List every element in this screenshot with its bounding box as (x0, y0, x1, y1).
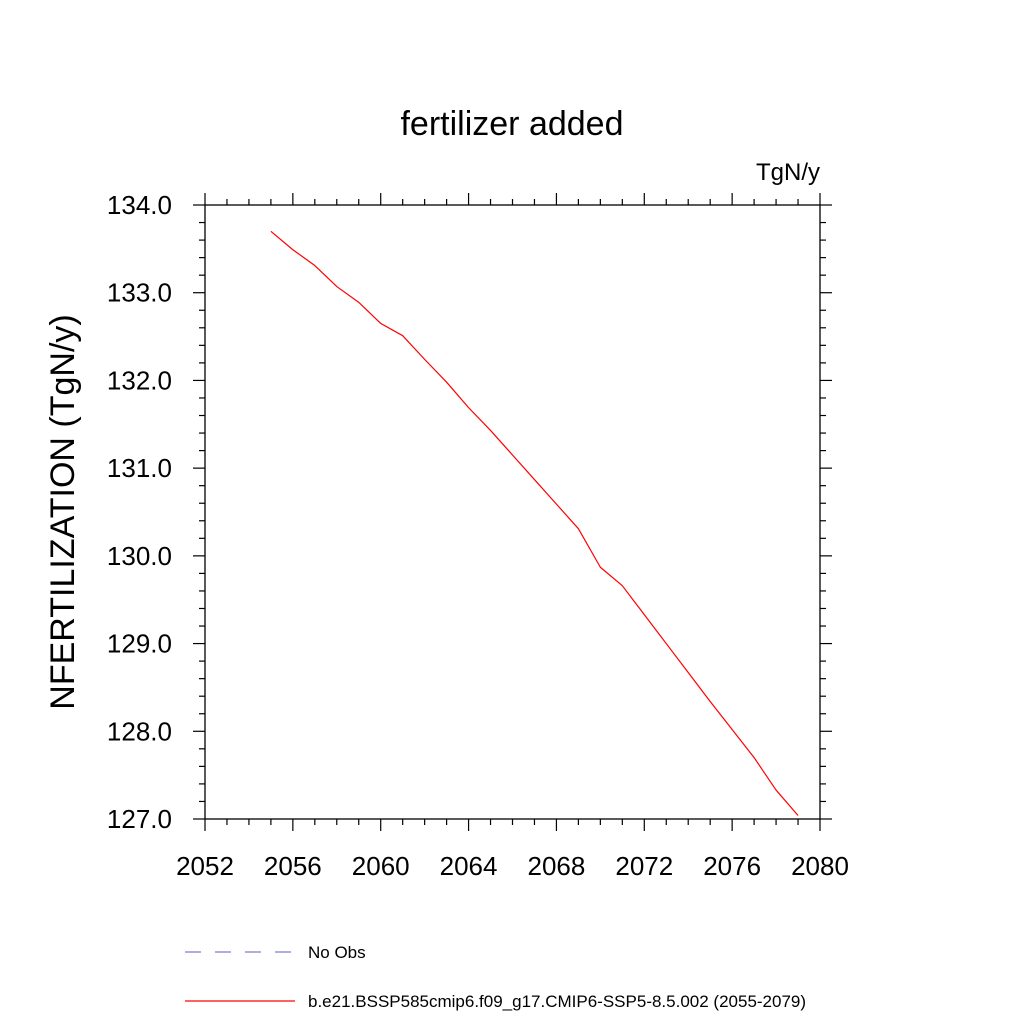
y-tick-label: 134.0 (107, 190, 172, 220)
legend-label-model: b.e21.BSSP585cmip6.f09_g17.CMIP6-SSP5-8.… (308, 992, 806, 1011)
x-tick-label: 2080 (791, 851, 849, 881)
tick-labels: 2052 2056 2060 2064 2068 2072 2076 2080 127.0 128… (107, 190, 849, 881)
x-tick-label: 2056 (264, 851, 322, 881)
plot-frame (204, 204, 821, 820)
x-tick-label: 2060 (352, 851, 410, 881)
legend: No Obs b.e21.BSSP585cmip6.f09_g17.CMIP6-… (185, 943, 806, 1011)
series-group (270, 230, 799, 816)
y-tick-label: 131.0 (107, 453, 172, 483)
legend-label-no-obs: No Obs (308, 943, 366, 962)
y-tick-label: 132.0 (107, 365, 172, 395)
y-tick-label: 133.0 (107, 278, 172, 308)
y-tick-label: 128.0 (107, 716, 172, 746)
x-tick-label: 2064 (440, 851, 498, 881)
x-tick-label: 2076 (703, 851, 761, 881)
x-tick-label: 2072 (615, 851, 673, 881)
y-axis-label: NFERTILIZATION (TgN/y) (44, 314, 82, 709)
x-tick-label: 2052 (176, 851, 234, 881)
axis-ticks (193, 193, 832, 831)
units-label: TgN/y (756, 159, 820, 186)
y-tick-label: 130.0 (107, 541, 172, 571)
series-line (270, 230, 799, 816)
y-tick-label: 127.0 (107, 804, 172, 834)
x-tick-label: 2068 (528, 851, 586, 881)
y-tick-label: 129.0 (107, 629, 172, 659)
chart-title: fertilizer added (400, 105, 623, 143)
